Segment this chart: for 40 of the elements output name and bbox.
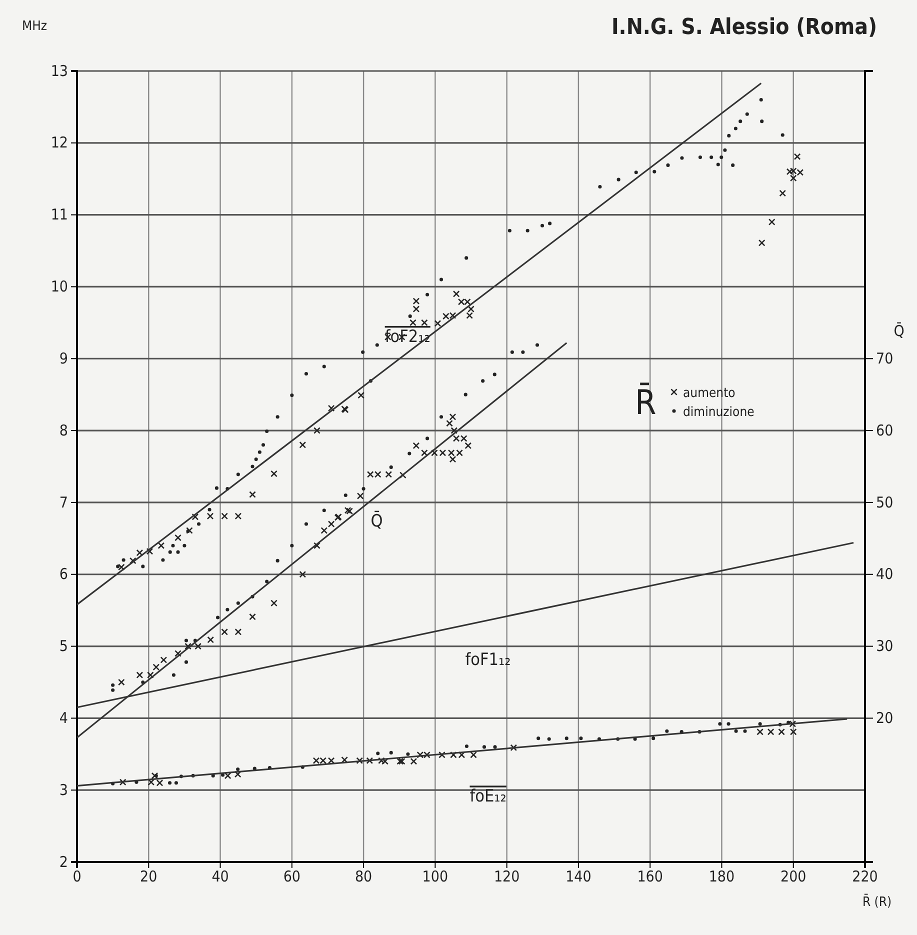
- x-tick-label: 120: [494, 868, 520, 886]
- y-tick-label: 3: [59, 780, 68, 799]
- chart-title: I.N.G. S. Alessio (Roma): [611, 15, 877, 40]
- y2-tick-label: 30: [876, 637, 894, 656]
- legend-label: diminuzione: [683, 405, 754, 420]
- x-tick-label: 200: [780, 868, 806, 886]
- x-tick-label: 160: [637, 868, 663, 886]
- text: foE₁₂: [470, 786, 506, 807]
- legend-title: R̄: [635, 382, 656, 423]
- y-tick-label: 8: [59, 421, 68, 440]
- x-tick-label: 60: [283, 868, 300, 886]
- y-tick-label: 5: [59, 637, 68, 656]
- y-tick-label: 7: [59, 493, 68, 512]
- legend-label: aumento: [683, 386, 736, 401]
- y2-tick-label: 40: [876, 565, 894, 584]
- series-label: Q̄: [370, 510, 383, 532]
- x-tick-label: 40: [212, 868, 229, 886]
- y-tick-label: 13: [50, 62, 68, 80]
- y2-axis-title: Q̄: [894, 321, 904, 340]
- x-tick-label: 0: [72, 868, 82, 886]
- y-tick-label: 10: [50, 278, 68, 296]
- x-axis-title: R̄ (R): [862, 894, 892, 910]
- x-tick-label: 20: [140, 868, 158, 886]
- x-tick-label: 180: [708, 868, 735, 886]
- x-tick-label: 100: [422, 868, 448, 886]
- y-tick-label: 11: [50, 206, 68, 224]
- y-axis-title: MHz: [22, 19, 48, 34]
- y-tick-label: 9: [59, 349, 68, 368]
- y-tick-label: 12: [50, 134, 68, 152]
- y2-tick-label: 60: [876, 421, 894, 440]
- x-tick-label: 80: [354, 868, 372, 886]
- y-tick-label: 2: [59, 852, 68, 871]
- y2-tick-label: 70: [876, 349, 894, 368]
- series-label: foF1₁₂: [465, 650, 511, 670]
- y-tick-label: 4: [59, 708, 68, 727]
- x-tick-label: 220: [852, 868, 878, 886]
- y-tick-label: 6: [59, 565, 68, 584]
- y2-tick-label: 20: [876, 708, 894, 727]
- y2-tick-label: 50: [876, 493, 894, 512]
- x-tick-label: 140: [566, 868, 592, 886]
